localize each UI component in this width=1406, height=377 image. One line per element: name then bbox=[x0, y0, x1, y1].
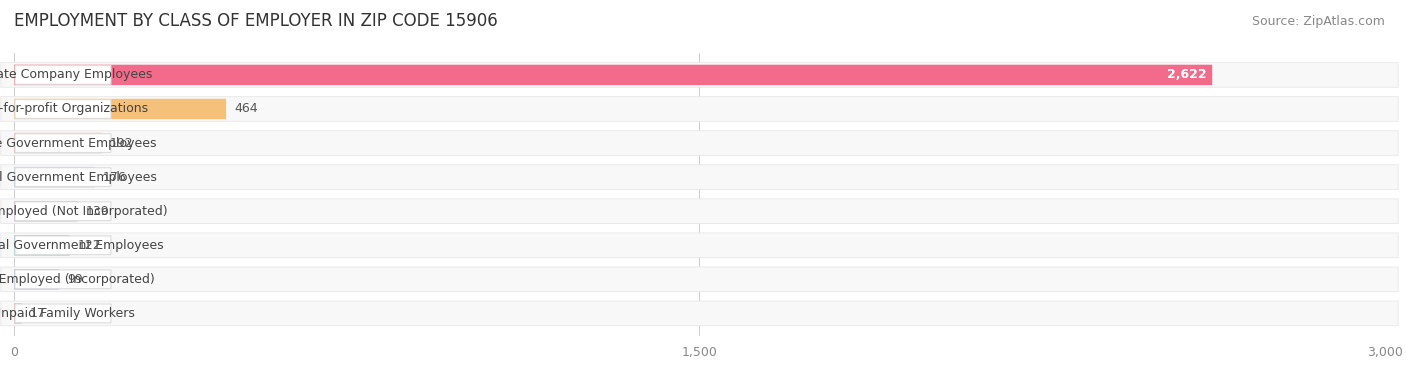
Text: EMPLOYMENT BY CLASS OF EMPLOYER IN ZIP CODE 15906: EMPLOYMENT BY CLASS OF EMPLOYER IN ZIP C… bbox=[14, 12, 498, 30]
FancyBboxPatch shape bbox=[15, 66, 111, 84]
FancyBboxPatch shape bbox=[0, 233, 1399, 258]
Text: Self-Employed (Not Incorporated): Self-Employed (Not Incorporated) bbox=[0, 205, 167, 218]
FancyBboxPatch shape bbox=[14, 201, 77, 221]
FancyBboxPatch shape bbox=[1, 165, 1398, 189]
FancyBboxPatch shape bbox=[1, 97, 1398, 121]
FancyBboxPatch shape bbox=[0, 164, 1399, 190]
Text: 176: 176 bbox=[103, 171, 127, 184]
FancyBboxPatch shape bbox=[15, 202, 111, 221]
FancyBboxPatch shape bbox=[14, 133, 101, 153]
FancyBboxPatch shape bbox=[0, 267, 1399, 292]
FancyBboxPatch shape bbox=[15, 236, 111, 254]
FancyBboxPatch shape bbox=[0, 198, 1399, 224]
FancyBboxPatch shape bbox=[1, 267, 1398, 291]
FancyBboxPatch shape bbox=[15, 304, 111, 323]
FancyBboxPatch shape bbox=[15, 168, 111, 187]
Text: Source: ZipAtlas.com: Source: ZipAtlas.com bbox=[1251, 15, 1385, 28]
FancyBboxPatch shape bbox=[14, 269, 59, 290]
FancyBboxPatch shape bbox=[1, 233, 1398, 257]
Text: Private Company Employees: Private Company Employees bbox=[0, 68, 153, 81]
FancyBboxPatch shape bbox=[0, 130, 1399, 156]
FancyBboxPatch shape bbox=[1, 131, 1398, 155]
Text: 464: 464 bbox=[235, 103, 257, 115]
Text: 17: 17 bbox=[30, 307, 46, 320]
Text: 139: 139 bbox=[86, 205, 110, 218]
FancyBboxPatch shape bbox=[1, 199, 1398, 223]
Text: Self-Employed (Incorporated): Self-Employed (Incorporated) bbox=[0, 273, 155, 286]
FancyBboxPatch shape bbox=[14, 235, 70, 256]
FancyBboxPatch shape bbox=[15, 270, 111, 289]
Text: Not-for-profit Organizations: Not-for-profit Organizations bbox=[0, 103, 149, 115]
FancyBboxPatch shape bbox=[14, 99, 226, 119]
FancyBboxPatch shape bbox=[14, 303, 22, 323]
Text: 192: 192 bbox=[110, 136, 134, 150]
Text: 99: 99 bbox=[67, 273, 83, 286]
FancyBboxPatch shape bbox=[1, 302, 1398, 325]
FancyBboxPatch shape bbox=[14, 167, 94, 187]
FancyBboxPatch shape bbox=[15, 100, 111, 118]
FancyBboxPatch shape bbox=[0, 300, 1399, 326]
Text: 122: 122 bbox=[79, 239, 101, 252]
FancyBboxPatch shape bbox=[15, 134, 111, 152]
FancyBboxPatch shape bbox=[0, 62, 1399, 88]
FancyBboxPatch shape bbox=[1, 63, 1398, 87]
Text: Federal Government Employees: Federal Government Employees bbox=[0, 239, 163, 252]
FancyBboxPatch shape bbox=[0, 96, 1399, 122]
Text: State Government Employees: State Government Employees bbox=[0, 136, 156, 150]
Text: Local Government Employees: Local Government Employees bbox=[0, 171, 156, 184]
Text: 2,622: 2,622 bbox=[1167, 68, 1206, 81]
FancyBboxPatch shape bbox=[14, 65, 1212, 85]
Text: Unpaid Family Workers: Unpaid Family Workers bbox=[0, 307, 135, 320]
